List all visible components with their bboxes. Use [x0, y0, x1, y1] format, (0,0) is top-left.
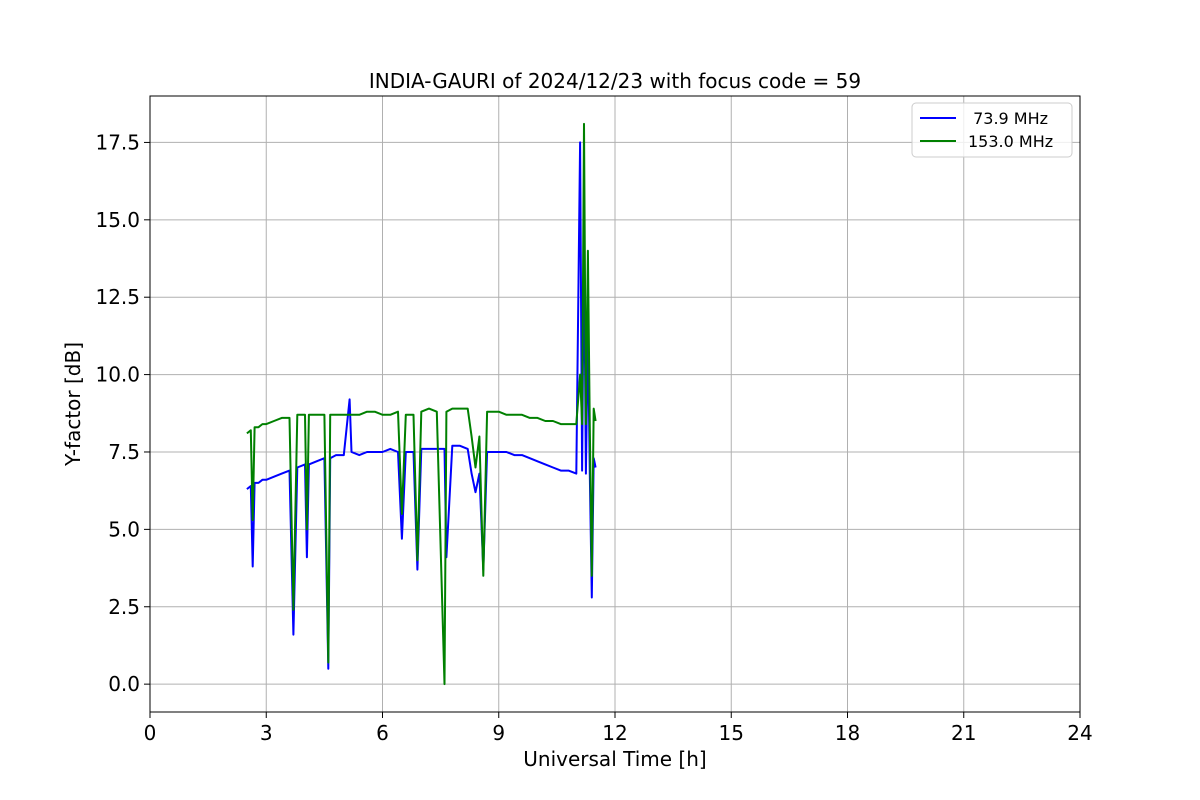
- x-tick-label: 18: [835, 721, 860, 745]
- x-tick-label: 12: [602, 721, 627, 745]
- y-axis-label: Y-factor [dB]: [61, 342, 85, 467]
- x-tick-label: 21: [951, 721, 976, 745]
- chart-title: INDIA-GAURI of 2024/12/23 with focus cod…: [369, 69, 861, 93]
- y-tick-label: 0.0: [108, 672, 140, 696]
- y-tick-label: 15.0: [95, 208, 140, 232]
- series-layer: [246, 122, 597, 686]
- y-tick-label: 10.0: [95, 363, 140, 387]
- x-tick-label: 24: [1067, 721, 1092, 745]
- x-tick-label: 9: [492, 721, 505, 745]
- x-tick-label: 0: [144, 721, 157, 745]
- legend: 73.9 MHz 153.0 MHz: [911, 102, 1073, 158]
- y-tick-label: 7.5: [108, 440, 140, 464]
- x-axis-label: Universal Time [h]: [523, 747, 706, 771]
- series-line-2: [246, 122, 597, 686]
- x-tick-label: 3: [260, 721, 273, 745]
- x-tick-label: 15: [719, 721, 744, 745]
- legend-label-2: 153.0 MHz: [968, 132, 1053, 151]
- legend-label-1: 73.9 MHz: [968, 109, 1048, 128]
- y-tick-label: 2.5: [108, 595, 140, 619]
- legend-box: [911, 102, 1073, 158]
- y-tick-label: 12.5: [95, 285, 140, 309]
- tick-layer: 0 3 6 9 12 15 18 21 24 0.0 2.5 5.0 7.5 10.0 12.5 15.0 17…: [95, 130, 1092, 745]
- y-tick-label: 17.5: [95, 130, 140, 154]
- x-tick-label: 6: [376, 721, 389, 745]
- y-tick-label: 5.0: [108, 517, 140, 541]
